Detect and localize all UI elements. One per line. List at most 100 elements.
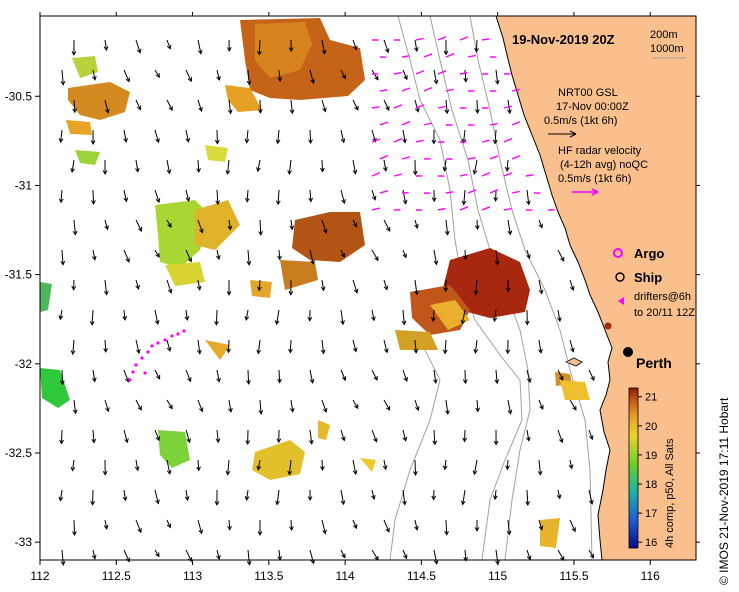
current-arrow-shaft bbox=[104, 279, 108, 295]
current-arrow-head bbox=[322, 407, 328, 413]
current-arrow-shaft bbox=[309, 549, 315, 564]
current-arrow-head bbox=[155, 374, 161, 380]
current-arrow-shaft bbox=[495, 69, 499, 84]
current-arrow-shaft bbox=[135, 279, 140, 289]
y-tick-label: -32.5 bbox=[5, 446, 33, 460]
current-arrow-head bbox=[102, 170, 108, 176]
y-tick-label: -33 bbox=[15, 535, 33, 549]
current-arrow-head bbox=[433, 79, 439, 85]
current-arrow-head bbox=[187, 77, 193, 83]
current-arrow-head bbox=[288, 348, 293, 354]
current-arrow-shaft bbox=[216, 249, 220, 260]
current-arrow-shaft bbox=[185, 549, 192, 562]
current-arrow-head bbox=[58, 138, 64, 144]
current-arrow-shaft bbox=[321, 399, 327, 413]
current-arrow-head bbox=[495, 79, 500, 85]
current-arrow-shaft bbox=[402, 549, 408, 559]
current-arrow-head bbox=[216, 75, 221, 81]
current-arrow-head bbox=[403, 554, 408, 560]
current-arrow-head bbox=[166, 44, 172, 50]
current-arrow-shaft bbox=[228, 219, 231, 230]
argo-float-icon bbox=[613, 248, 623, 258]
current-arrow-head bbox=[289, 225, 295, 231]
current-arrow-head bbox=[320, 349, 326, 355]
current-arrow-shaft bbox=[340, 69, 346, 79]
current-arrow-shaft bbox=[290, 399, 294, 412]
current-arrow-head bbox=[125, 257, 130, 263]
current-arrow-shaft bbox=[538, 339, 542, 353]
radar-vector bbox=[503, 138, 513, 143]
current-arrow-shaft bbox=[185, 129, 189, 142]
current-arrow-head bbox=[413, 47, 419, 53]
current-arrow-shaft bbox=[352, 99, 359, 111]
current-arrow-head bbox=[70, 350, 76, 356]
current-arrow-head bbox=[287, 170, 293, 176]
current-arrow-head bbox=[556, 494, 562, 500]
current-arrow-head bbox=[58, 198, 64, 204]
current-arrow-shaft bbox=[123, 369, 129, 382]
current-arrow-head bbox=[525, 501, 531, 506]
current-arrow-head bbox=[216, 377, 221, 383]
current-arrow-head bbox=[287, 470, 293, 476]
current-arrow-head bbox=[371, 195, 377, 201]
map-frame bbox=[39, 15, 697, 561]
current-arrow-head bbox=[507, 409, 513, 415]
current-arrow-shaft bbox=[557, 549, 565, 561]
current-arrow-head bbox=[257, 109, 263, 114]
current-arrow-shaft bbox=[463, 189, 466, 205]
x-axis: 112 112.5 113 113.5 114 114.5 115 115.5 116 bbox=[30, 12, 660, 583]
current-arrow-shaft bbox=[414, 459, 417, 475]
current-arrow-head bbox=[288, 47, 294, 53]
current-arrow-shaft bbox=[104, 519, 108, 529]
current-arrow-head bbox=[460, 500, 466, 506]
current-arrow-shaft bbox=[414, 39, 418, 52]
current-arrow-head bbox=[475, 109, 480, 114]
current-arrow-shaft bbox=[73, 99, 76, 113]
current-arrow-head bbox=[538, 289, 544, 295]
current-arrow-shaft bbox=[569, 399, 577, 411]
colorbar-ticks: 21 20 19 18 17 16 bbox=[638, 392, 657, 549]
current-arrow-shaft bbox=[352, 279, 358, 293]
radar-vector bbox=[437, 207, 446, 211]
current-arrow-shaft bbox=[383, 219, 391, 232]
current-arrow-head bbox=[352, 470, 358, 476]
current-arrow-shaft bbox=[569, 519, 576, 532]
current-arrow-head bbox=[493, 495, 498, 501]
current-arrow-shaft bbox=[73, 399, 77, 414]
current-arrow-shaft bbox=[588, 489, 593, 504]
current-arrow-shaft bbox=[402, 489, 406, 505]
current-arrow-shaft bbox=[588, 549, 594, 558]
current-arrow-head bbox=[571, 527, 576, 533]
current-arrow-head bbox=[199, 228, 204, 234]
current-arrow-head bbox=[352, 169, 358, 175]
current-arrow-shaft bbox=[154, 429, 160, 441]
current-arrow-head bbox=[226, 47, 232, 52]
island bbox=[565, 357, 583, 367]
current-arrow-shaft bbox=[185, 309, 188, 321]
current-arrow-head bbox=[354, 105, 359, 111]
current-arrow-shaft bbox=[92, 429, 95, 443]
current-arrow-shaft bbox=[526, 549, 531, 560]
current-arrow-shaft bbox=[476, 219, 479, 230]
current-arrow-shaft bbox=[104, 339, 107, 352]
current-arrow-head bbox=[155, 198, 161, 204]
current-arrow-shaft bbox=[340, 549, 346, 558]
current-arrow-shaft bbox=[309, 69, 314, 84]
current-arrow-head bbox=[321, 49, 327, 55]
current-arrow-head bbox=[246, 380, 251, 385]
radar-vector bbox=[481, 38, 490, 41]
current-arrow-shaft bbox=[464, 249, 467, 260]
current-arrow-head bbox=[277, 378, 282, 384]
radar-vector bbox=[393, 138, 403, 143]
current-arrow-shaft bbox=[383, 159, 387, 171]
current-arrow-head bbox=[463, 77, 469, 83]
current-arrow-head bbox=[257, 286, 262, 292]
current-arrow-shaft bbox=[61, 69, 64, 85]
current-arrow-shaft bbox=[59, 309, 63, 320]
current-arrow-head bbox=[570, 347, 575, 353]
current-arrow-shaft bbox=[433, 69, 438, 84]
svg-text:17-Nov 00:00Z: 17-Nov 00:00Z bbox=[556, 101, 629, 113]
current-arrow-head bbox=[322, 529, 327, 535]
current-arrow-shaft bbox=[135, 459, 139, 471]
current-arrow-head bbox=[308, 439, 314, 445]
